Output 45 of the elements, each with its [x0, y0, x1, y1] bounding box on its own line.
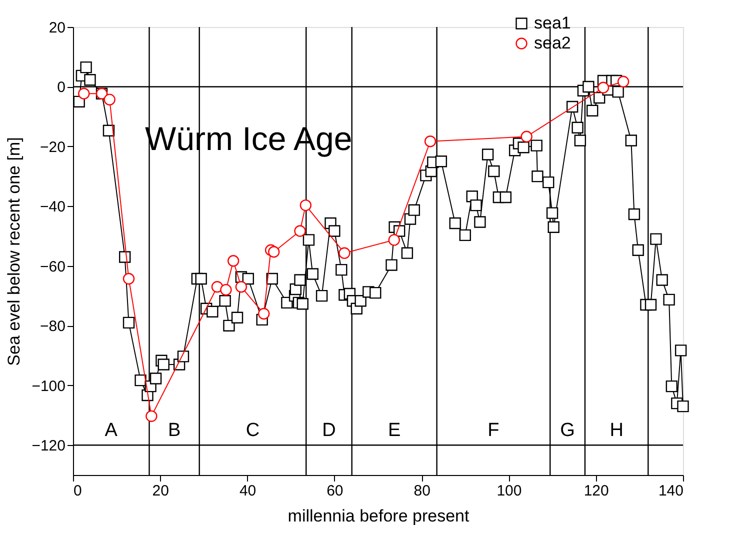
y-axis-title: Sea evel below recent one [m] — [4, 137, 24, 366]
x-tick-label: 100 — [496, 482, 522, 500]
point — [300, 199, 312, 212]
x-tick-label: 80 — [414, 482, 430, 500]
x-tick-label: 60 — [326, 482, 344, 500]
point — [78, 88, 90, 100]
legend-label: sea1 — [534, 14, 571, 32]
point — [220, 284, 232, 296]
y-tick-label: 0 — [57, 79, 66, 96]
point — [228, 255, 240, 267]
point — [294, 225, 306, 237]
x-axis-title: millennia before present — [288, 506, 470, 526]
x-tick-label: 120 — [584, 482, 609, 500]
y-tick-label: −100 — [32, 378, 66, 395]
point — [146, 410, 158, 422]
point — [235, 281, 248, 293]
y-tick-label: 20 — [48, 20, 66, 36]
y-tick-label: −80 — [40, 318, 66, 336]
annotation: D — [322, 420, 336, 441]
x-tick-label: 20 — [152, 482, 169, 500]
annotation: B — [168, 420, 181, 441]
point — [268, 246, 280, 258]
point — [211, 281, 224, 293]
y-tick-label: −20 — [40, 138, 66, 156]
annotation: C — [246, 420, 260, 441]
x-tick-label: 40 — [239, 482, 256, 500]
point — [388, 234, 400, 246]
point — [104, 94, 116, 106]
annotation: E — [388, 420, 401, 441]
point — [338, 247, 350, 259]
y-tick-label: −60 — [40, 258, 66, 276]
annotation: F — [488, 420, 500, 441]
x-tick-label: 0 — [74, 482, 82, 500]
annotation: G — [560, 420, 575, 441]
y-tick-label: −120 — [32, 438, 66, 455]
point — [258, 308, 270, 320]
point — [520, 130, 532, 142]
x-tick-label: 140 — [658, 482, 684, 500]
point — [617, 76, 630, 88]
point — [597, 82, 610, 94]
annotation: A — [104, 420, 118, 441]
annotation: H — [610, 420, 624, 441]
y-tick-label: −40 — [40, 198, 66, 216]
point — [122, 272, 135, 285]
point — [424, 136, 436, 148]
